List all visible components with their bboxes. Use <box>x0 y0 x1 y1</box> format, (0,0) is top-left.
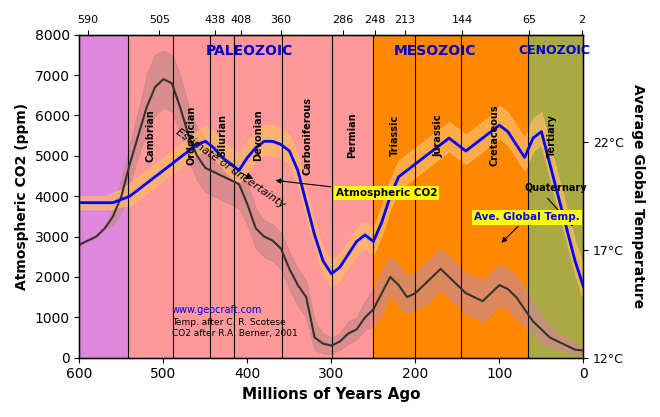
Text: Ave. Global Temp.: Ave. Global Temp. <box>475 212 580 242</box>
Text: CO2 after R.A. Berner, 2001: CO2 after R.A. Berner, 2001 <box>172 329 298 337</box>
Bar <box>528 35 583 358</box>
Bar <box>174 35 211 358</box>
Text: Jurassic: Jurassic <box>433 114 443 157</box>
Text: CENOZOIC: CENOZOIC <box>518 44 590 58</box>
Text: Cambrian: Cambrian <box>146 109 156 162</box>
Text: PALEOZOIC: PALEOZOIC <box>206 44 294 58</box>
Text: Estimate of uncertainty: Estimate of uncertainty <box>174 126 287 210</box>
Text: Tertiary: Tertiary <box>546 114 556 157</box>
Bar <box>234 35 282 358</box>
X-axis label: Millions of Years Ago: Millions of Years Ago <box>242 387 420 402</box>
Text: Temp. after C. R. Scotese: Temp. after C. R. Scotese <box>172 319 285 327</box>
Bar <box>373 35 415 358</box>
Text: www.geocraft.com: www.geocraft.com <box>172 305 262 315</box>
Text: Devonian: Devonian <box>253 110 263 161</box>
Bar <box>415 35 461 358</box>
Text: Atmospheric CO2: Atmospheric CO2 <box>277 179 437 198</box>
Bar <box>128 35 174 358</box>
Text: MESOZOIC: MESOZOIC <box>393 44 476 58</box>
Y-axis label: Atmospheric CO2 (ppm): Atmospheric CO2 (ppm) <box>15 103 29 290</box>
Bar <box>211 35 234 358</box>
Bar <box>79 35 128 358</box>
Y-axis label: Average Global Temperature: Average Global Temperature <box>631 84 645 308</box>
Bar <box>282 35 332 358</box>
Text: Silurian: Silurian <box>217 114 227 157</box>
Text: Triassic: Triassic <box>389 115 399 156</box>
Text: Permian: Permian <box>347 113 358 158</box>
Text: Ordovician: Ordovician <box>187 106 197 166</box>
Bar <box>461 35 528 358</box>
Bar <box>332 35 373 358</box>
Text: Quaternary: Quaternary <box>525 183 587 193</box>
Text: Cretaceous: Cretaceous <box>490 105 500 166</box>
Text: Carboniferous: Carboniferous <box>302 97 312 175</box>
